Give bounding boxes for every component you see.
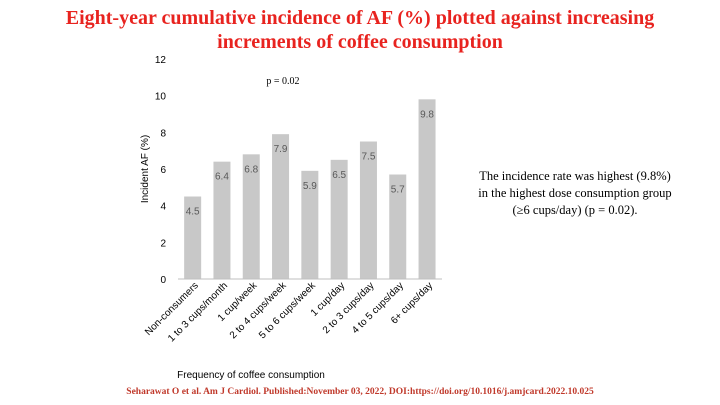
data-label: 6.5 xyxy=(332,170,346,181)
bar-3 xyxy=(272,134,290,279)
y-tick-label: 6 xyxy=(160,165,166,176)
data-label: 6.8 xyxy=(244,164,258,175)
y-axis-ticks: 0 2 4 6 8 10 12 xyxy=(155,55,167,286)
data-label: 7.9 xyxy=(274,144,288,155)
note-line-3: (≥6 cups/day) (p = 0.02). xyxy=(512,203,638,217)
bars xyxy=(184,99,436,279)
bar-6 xyxy=(359,141,377,279)
bar-8 xyxy=(418,99,436,279)
title-line-1: Eight-year cumulative incidence of AF (%… xyxy=(65,7,655,29)
data-label: 9.8 xyxy=(420,109,434,120)
y-tick-label: 10 xyxy=(155,92,167,103)
bar-5 xyxy=(330,159,348,279)
bar-2 xyxy=(242,154,260,279)
y-tick-label: 8 xyxy=(160,128,166,139)
bar-0 xyxy=(184,196,202,279)
bar-7 xyxy=(389,174,407,279)
citation: Seharawat O et al. Am J Cardiol. Publish… xyxy=(126,387,594,397)
note-line-2: in the highest dose consumption group xyxy=(478,186,672,200)
slide-title: Eight-year cumulative incidence of AF (%… xyxy=(0,6,720,54)
annotation-p-value: p = 0.02 xyxy=(266,76,299,87)
x-tick-label: 4 to 5 cups/day xyxy=(350,280,406,336)
title-line-2: increments of coffee consumption xyxy=(217,31,503,53)
y-tick-label: 0 xyxy=(160,275,166,286)
x-tick-label: 2 to 3 cups/day xyxy=(321,280,377,336)
x-axis-label: Frequency of coffee consumption xyxy=(177,370,325,381)
data-label: 5.7 xyxy=(391,185,405,196)
data-label: 6.4 xyxy=(215,172,229,183)
findings-note: The incidence rate was highest (9.8%) in… xyxy=(460,168,690,219)
data-label: 4.5 xyxy=(186,207,200,218)
y-tick-label: 12 xyxy=(155,55,167,66)
bar-1 xyxy=(213,161,231,279)
note-line-1: The incidence rate was highest (9.8%) xyxy=(479,169,671,183)
y-axis-label: Incident AF (%) xyxy=(140,135,151,203)
y-tick-label: 2 xyxy=(160,238,166,249)
y-tick-label: 4 xyxy=(160,202,166,213)
bar-4 xyxy=(301,170,319,279)
value-labels: 4.5 6.4 6.8 7.9 5.9 6.5 7.5 5.7 9.8 xyxy=(186,109,435,217)
data-label: 7.5 xyxy=(361,152,375,163)
data-label: 5.9 xyxy=(303,181,317,192)
